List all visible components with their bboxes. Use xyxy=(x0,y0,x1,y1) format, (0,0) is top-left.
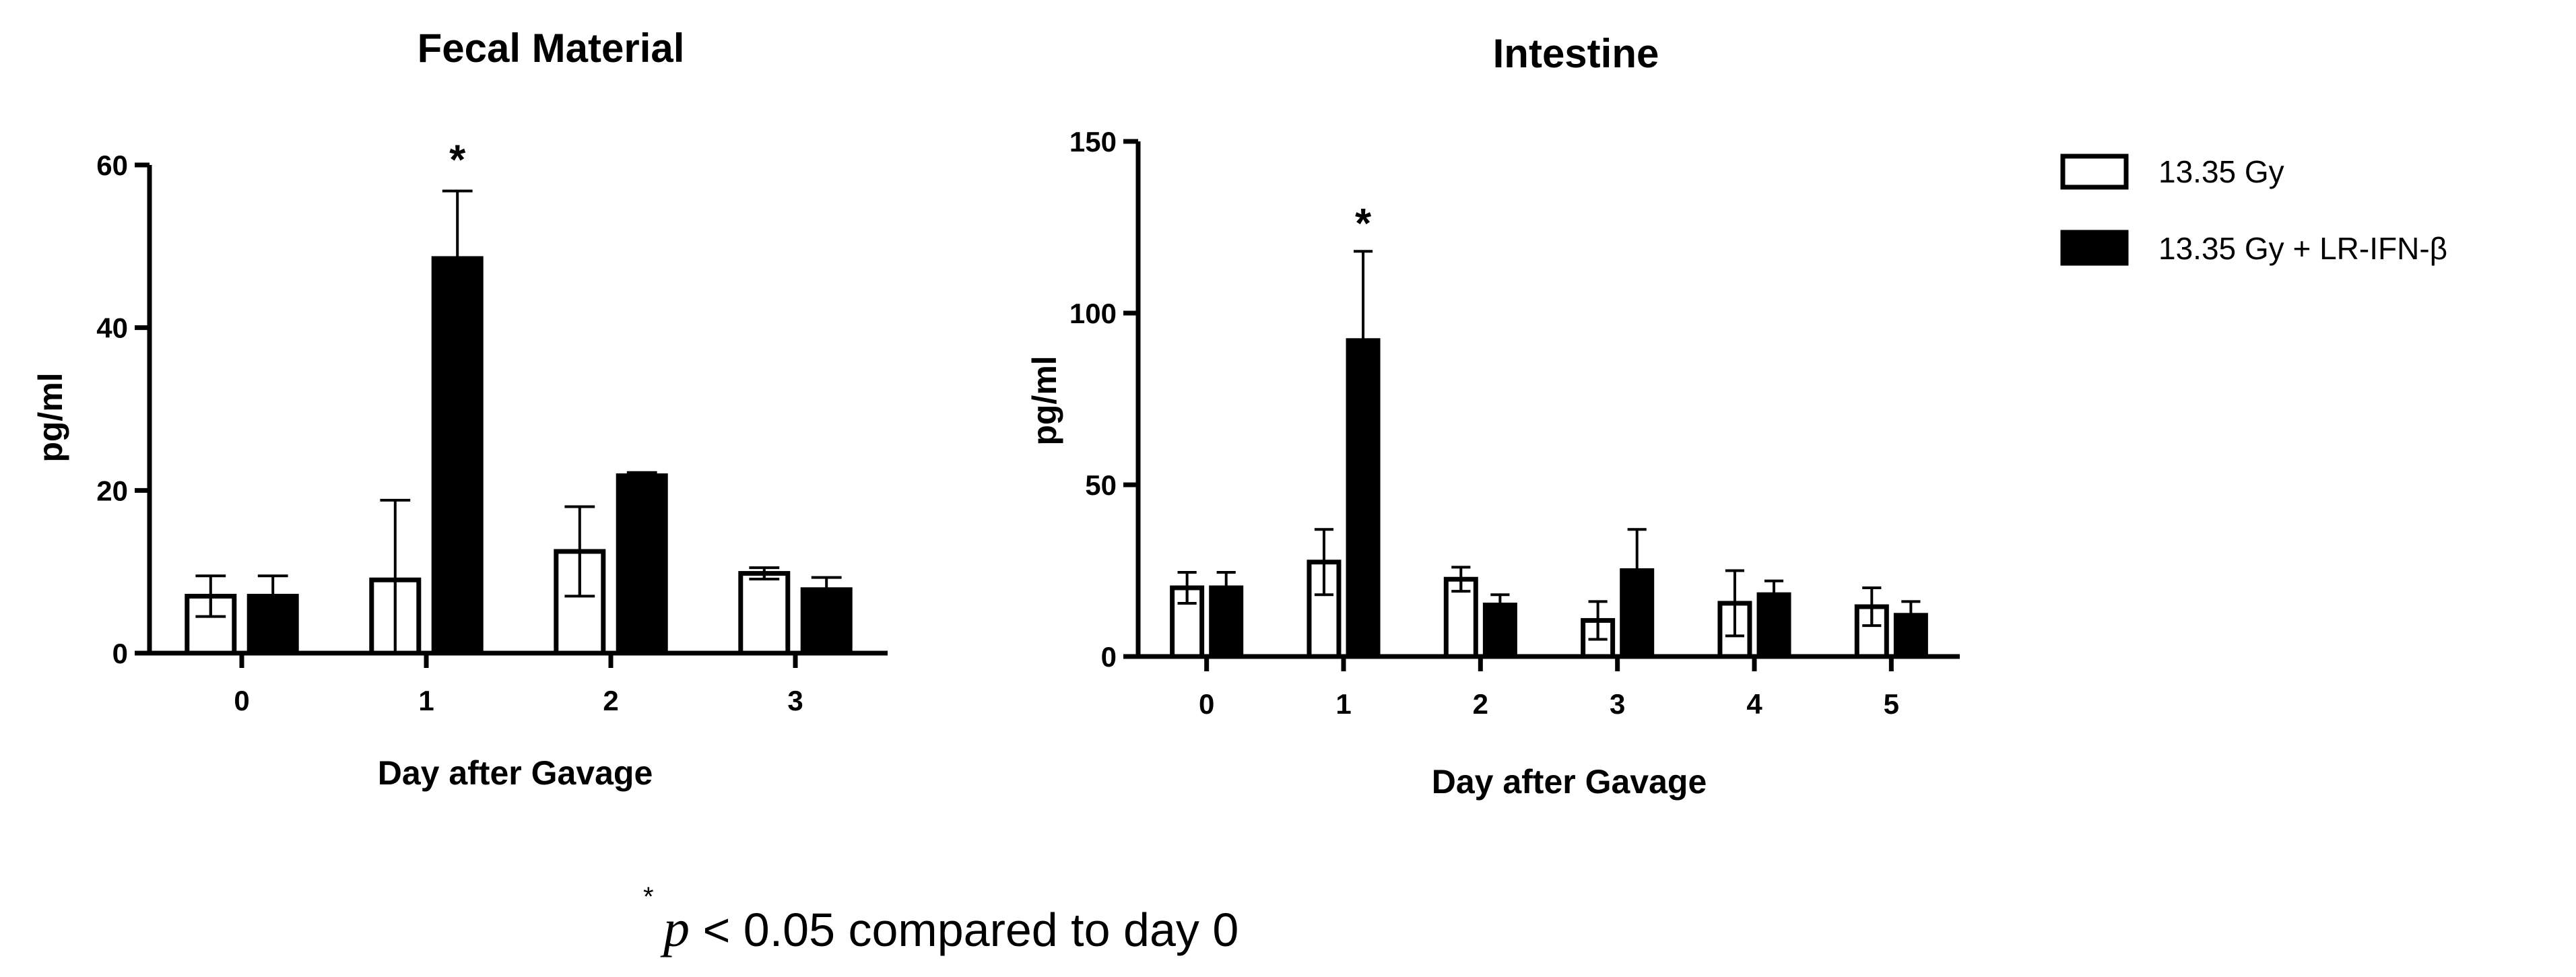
x-tick-label: 2 xyxy=(1473,688,1488,720)
axes xyxy=(1123,139,1960,671)
x-tick-labels: 0 1 2 3 xyxy=(234,685,803,716)
y-tick-label: 60 xyxy=(96,149,128,181)
legend-label-open: 13.35 Gy xyxy=(2158,154,2284,189)
footnote: * p < 0.05 compared to day 0 xyxy=(643,882,1239,957)
legend-swatch-filled xyxy=(2060,230,2129,266)
y-tick-label: 0 xyxy=(1101,641,1117,673)
bar-lr-ifn-day-4 xyxy=(1756,592,1791,659)
intestine-chart: Intestine pg/ml Day after Gavage 0501001… xyxy=(1026,31,1960,801)
bar-control-day-3 xyxy=(738,571,791,656)
x-tick-label: 3 xyxy=(787,685,803,716)
y-axis-label: pg/ml xyxy=(32,372,69,462)
y-tick-labels: 0 50 100 150 xyxy=(1069,126,1117,673)
axes xyxy=(135,162,888,668)
bar-lr-ifn-day-3 xyxy=(1620,568,1655,659)
x-tick-label: 3 xyxy=(1610,688,1625,720)
bar-lr-ifn-day-1 xyxy=(431,256,484,656)
x-tick-label: 0 xyxy=(1199,688,1214,720)
footnote-statement: p < 0.05 compared to day 0 xyxy=(660,899,1239,957)
y-tick-label: 50 xyxy=(1085,469,1117,501)
y-tick-labels: 0 20 40 60 xyxy=(96,149,128,669)
x-tick-label: 5 xyxy=(1884,688,1899,720)
legend-swatch-open xyxy=(2060,154,2129,190)
x-tick-label: 1 xyxy=(1335,688,1351,720)
bars: * xyxy=(185,137,853,656)
significance-marker: * xyxy=(449,137,466,184)
x-tick-labels: 0 1 2 3 4 5 xyxy=(1199,688,1899,720)
fecal-material-chart: Fecal Material pg/ml Day after Gavage 0 2… xyxy=(32,26,888,792)
significance-marker: * xyxy=(1355,201,1372,247)
bar-lr-ifn-day-1 xyxy=(1346,338,1381,659)
x-axis-label: Day after Gavage xyxy=(378,754,653,792)
bar-lr-ifn-day-0 xyxy=(1209,585,1244,659)
x-tick-label: 4 xyxy=(1746,688,1762,720)
y-axis-label: pg/ml xyxy=(1026,356,1063,445)
x-tick-label: 1 xyxy=(418,685,434,716)
x-tick-label: 0 xyxy=(234,685,249,716)
y-tick-label: 100 xyxy=(1069,298,1117,329)
footnote-text: < 0.05 compared to day 0 xyxy=(690,904,1239,956)
bar-lr-ifn-day-5 xyxy=(1893,613,1928,659)
x-axis-label: Day after Gavage xyxy=(1432,763,1707,801)
y-tick-label: 150 xyxy=(1069,126,1117,158)
bars: * xyxy=(1170,201,1928,659)
y-tick-label: 40 xyxy=(96,312,128,344)
legend-label-filled: 13.35 Gy + LR-IFN-β xyxy=(2158,231,2447,266)
bar-lr-ifn-day-0 xyxy=(246,593,299,656)
x-tick-label: 2 xyxy=(603,685,618,716)
chart-title: Fecal Material xyxy=(418,26,685,71)
bar-lr-ifn-day-3 xyxy=(800,587,853,656)
bar-lr-ifn-day-2 xyxy=(1482,603,1517,659)
y-tick-label: 0 xyxy=(112,638,128,669)
footnote-p-symbol: p xyxy=(660,899,690,957)
chart-title: Intestine xyxy=(1493,31,1659,76)
bar-lr-ifn-day-2 xyxy=(616,473,668,656)
legend: 13.35 Gy 13.35 Gy + LR-IFN-β xyxy=(2060,154,2447,266)
y-tick-label: 20 xyxy=(96,475,128,506)
footnote-marker: * xyxy=(643,882,654,912)
